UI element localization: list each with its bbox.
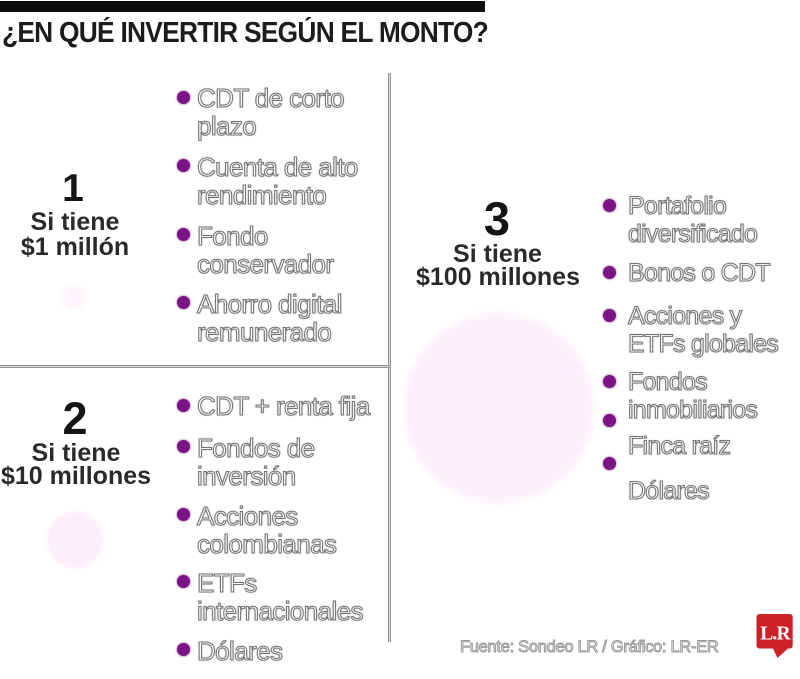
svg-text:L.R: L.R (760, 624, 791, 645)
